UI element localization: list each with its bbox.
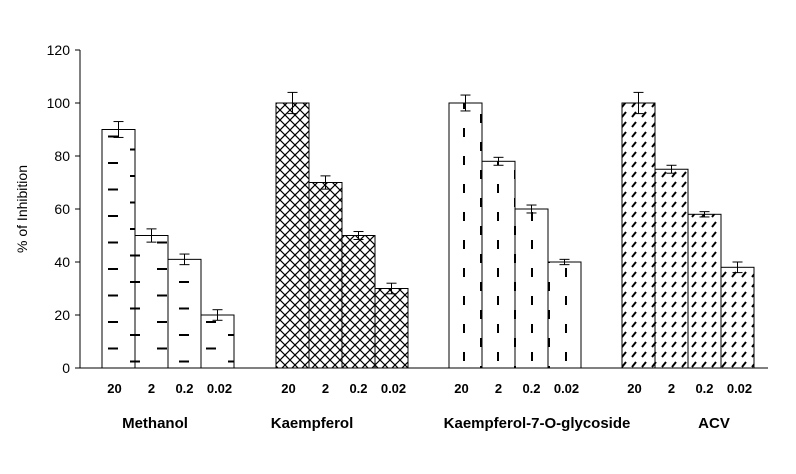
bar: [134, 235, 169, 369]
x-tick-label: 0.02: [554, 381, 579, 396]
error-bars: [113, 91, 743, 321]
bar: [374, 288, 409, 369]
y-tick-label: 0: [62, 360, 70, 376]
x-tick-labels: 20 2 0.2 0.02 20 2 0.2 0.02 20 2 0.2 0.02 20 2 0.2 0.02: [107, 381, 752, 396]
y-axis-label: % of Inhibition: [14, 165, 30, 253]
bar: [514, 208, 549, 369]
y-tick-label: 80: [54, 148, 70, 164]
bar: [341, 235, 376, 369]
bar: [654, 168, 689, 369]
group-labels: Methanol Kaempferol Kaempferol-7-O-glycosi…: [122, 415, 730, 432]
x-tick-label: 2: [322, 381, 329, 396]
x-tick-label: 0.02: [207, 381, 232, 396]
bars: [101, 102, 755, 369]
bar: [448, 102, 483, 369]
group-label: ACV: [698, 415, 730, 432]
x-tick-label: 20: [627, 381, 641, 396]
bar: [720, 266, 755, 369]
y-tick-label: 100: [47, 95, 71, 111]
group-label: Kaempferol: [271, 415, 354, 432]
bar: [547, 261, 582, 369]
y-tick-label: 40: [54, 254, 70, 270]
x-tick-label: 0.02: [381, 381, 406, 396]
bar: [167, 258, 202, 369]
bar: [101, 129, 136, 369]
x-tick-label: 0.2: [175, 381, 193, 396]
x-tick-label: 20: [281, 381, 295, 396]
x-tick-label: 2: [148, 381, 155, 396]
group-label: Methanol: [122, 415, 188, 432]
y-tick-label: 20: [54, 307, 70, 323]
y-tick-label: 120: [47, 42, 71, 58]
y-tick-label: 60: [54, 201, 70, 217]
x-tick-label: 0.02: [727, 381, 752, 396]
bar: [308, 182, 343, 369]
x-tick-label: 20: [107, 381, 121, 396]
y-ticks: 0 20 40 60 80 100 120: [47, 42, 80, 376]
bar: [687, 213, 722, 369]
bar: [200, 314, 235, 369]
x-tick-label: 20: [454, 381, 468, 396]
x-tick-label: 0.2: [349, 381, 367, 396]
x-tick-label: 0.2: [522, 381, 540, 396]
x-tick-label: 0.2: [695, 381, 713, 396]
group-label: Kaempferol-7-O-glycoside: [444, 415, 631, 432]
x-tick-label: 2: [668, 381, 675, 396]
x-tick-label: 2: [495, 381, 502, 396]
bar: [275, 102, 310, 369]
bar: [621, 102, 656, 369]
bar: [481, 160, 516, 369]
